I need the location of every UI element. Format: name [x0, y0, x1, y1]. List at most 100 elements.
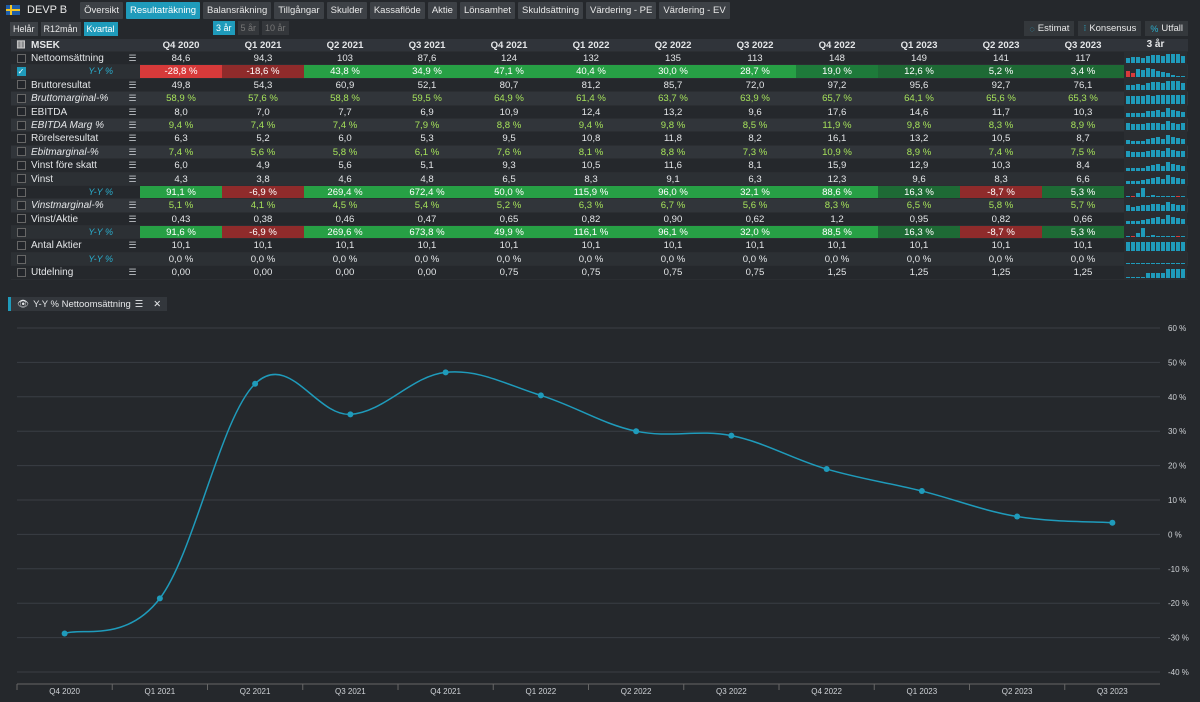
row-checkbox[interactable]	[16, 254, 26, 264]
table-cell: 8,3	[994, 173, 1008, 185]
row-label: Y-Y %	[88, 253, 113, 264]
table-row: Bruttomarginal-% ☰ 58,9 % 57,6 % 58,8 % 59,5 …	[11, 92, 1188, 106]
row-checkbox[interactable]	[16, 53, 26, 63]
tab-balansr-kning[interactable]: Balansräkning	[203, 1, 272, 19]
row-label: Vinst	[31, 173, 54, 185]
toggle-estimat[interactable]: ◌ Estimat	[1024, 21, 1075, 36]
sparkline-bar	[1166, 236, 1170, 238]
stack-icon[interactable]: ☰	[128, 106, 137, 117]
period-button-hel-r[interactable]: Helår	[10, 21, 38, 36]
close-icon[interactable]: ✕	[153, 298, 162, 310]
stack-icon[interactable]: ☰	[128, 146, 137, 157]
table-cell: 28,7 %	[714, 65, 796, 78]
row-label: Vinst/Aktie	[31, 213, 79, 225]
period-button-r12m-n[interactable]: R12mån	[40, 21, 81, 36]
sparkline-bar	[1156, 123, 1160, 131]
toggle-utfall[interactable]: % Utfall	[1145, 21, 1188, 36]
table-cell: 10,9 %	[822, 146, 852, 158]
row-checkbox[interactable]	[16, 174, 26, 184]
row-checkbox[interactable]	[16, 120, 26, 130]
row-sparkline	[1124, 199, 1187, 212]
table-cell: 65,7 %	[822, 93, 852, 105]
eye-icon[interactable]: 👁	[17, 298, 30, 310]
table-cell: 10,1	[581, 240, 601, 252]
row-checkbox[interactable]	[16, 227, 26, 237]
sparkline-bar	[1141, 204, 1145, 211]
sparkline-bar	[1131, 276, 1135, 278]
stack-icon[interactable]: ☰	[128, 267, 137, 278]
row-checkbox[interactable]	[16, 214, 26, 224]
row-checkbox[interactable]	[16, 107, 26, 117]
series-line	[64, 371, 1113, 635]
sparkline-bar	[1151, 110, 1155, 117]
tab-skulds-ttning[interactable]: Skuldsättning	[517, 1, 584, 19]
tab-resultatr-kning[interactable]: Resultaträkning	[126, 1, 201, 19]
estimate-icon: ◌	[1029, 23, 1035, 34]
stack-icon[interactable]: ☰	[128, 53, 137, 63]
stack-icon[interactable]: ☰	[128, 240, 137, 251]
tab-kassafl-de[interactable]: Kassaflöde	[369, 1, 425, 19]
sparkline-bar	[1176, 110, 1180, 117]
years-button-5-r[interactable]: 5 år	[237, 21, 260, 35]
sparkline-bar	[1176, 263, 1180, 265]
data-point	[252, 380, 259, 387]
row-checkbox[interactable]	[16, 241, 26, 251]
tab-v-rdering-ev[interactable]: Värdering - EV	[659, 1, 730, 19]
table-cell: 11,8	[664, 133, 682, 145]
table-row: EBITDA ☰ 8,0 7,0 7,7 6,9 10,9 12,4 13,2 9,6 17,6 14…	[11, 105, 1188, 119]
stack-icon[interactable]: ☰	[128, 119, 137, 130]
table-cell: 81,2	[581, 79, 601, 91]
tab-tillg-ngar[interactable]: Tillgångar	[274, 1, 324, 19]
row-checkbox[interactable]	[16, 134, 26, 144]
sparkline-bar	[1146, 219, 1150, 225]
tab-aktie[interactable]: Aktie	[427, 1, 457, 19]
table-row: ✓ Y-Y % -28,8 % -18,6 % 43,8 % 34,9 % 47,1 % 40…	[11, 65, 1188, 79]
table-cell: 5,2 %	[496, 200, 522, 212]
toggle-konsensus[interactable]: ⁝ Konsensus	[1078, 21, 1142, 36]
column-header: Q3 2023	[1064, 40, 1102, 51]
row-checkbox[interactable]	[16, 147, 26, 157]
x-tick-label: Q4 2022	[811, 687, 842, 696]
tab-versikt[interactable]: Översikt	[80, 1, 123, 19]
stack-icon[interactable]: ☰	[128, 160, 137, 171]
row-checkbox[interactable]	[16, 187, 26, 197]
table-cell: 32,1 %	[714, 185, 796, 199]
tab-l-nsamhet[interactable]: Lönsamhet	[459, 1, 515, 19]
stack-icon[interactable]: ☰	[128, 79, 137, 90]
table-cell: 10,8	[581, 133, 601, 145]
row-checkbox[interactable]	[16, 200, 26, 210]
table-cell: 113	[747, 53, 763, 64]
row-checkbox[interactable]	[16, 80, 26, 90]
years-button-10-r[interactable]: 10 år	[262, 21, 289, 35]
sparkline-bar	[1171, 241, 1175, 251]
row-checkbox-cell	[11, 266, 31, 278]
sparkline-bar	[1176, 241, 1180, 251]
table-cell: 0,62	[745, 213, 765, 225]
row-checkbox[interactable]	[16, 93, 26, 103]
sparkline-bar	[1171, 203, 1175, 211]
stack-icon[interactable]: ☰	[128, 213, 137, 224]
table-cell: 14,6	[909, 106, 929, 118]
years-button-3-r[interactable]: 3 år	[213, 21, 235, 35]
tab-v-rdering-pe[interactable]: Värdering - PE	[586, 1, 657, 19]
sparkline-bar	[1166, 134, 1170, 144]
tab-skulder[interactable]: Skulder	[326, 1, 367, 19]
sparkline-bar	[1166, 121, 1170, 131]
row-checkbox[interactable]	[16, 160, 26, 170]
stack-icon[interactable]: ☰	[128, 200, 137, 211]
table-cell: 13,2	[663, 106, 683, 118]
table-row: Y-Y % 91,6 % -6,9 % 269,6 % 673,8 % 49,9 % 116…	[11, 226, 1188, 240]
stack-icon[interactable]: ☰	[128, 173, 137, 184]
period-button-kvartal[interactable]: Kvartal	[83, 21, 118, 36]
stack-icon[interactable]: ☰	[128, 93, 137, 104]
sparkline-bar	[1141, 276, 1145, 278]
sparkline-bar	[1131, 152, 1135, 158]
stack-icon[interactable]: ☰	[128, 133, 137, 144]
sparkline-bar	[1176, 124, 1180, 131]
sparkline-bar	[1131, 95, 1135, 104]
table-cell: 10,1	[253, 240, 273, 252]
sparkline-bar	[1166, 268, 1170, 278]
row-checkbox[interactable]	[16, 267, 26, 277]
table-cell: 0,00	[417, 267, 437, 279]
row-checkbox[interactable]: ✓	[16, 67, 26, 77]
